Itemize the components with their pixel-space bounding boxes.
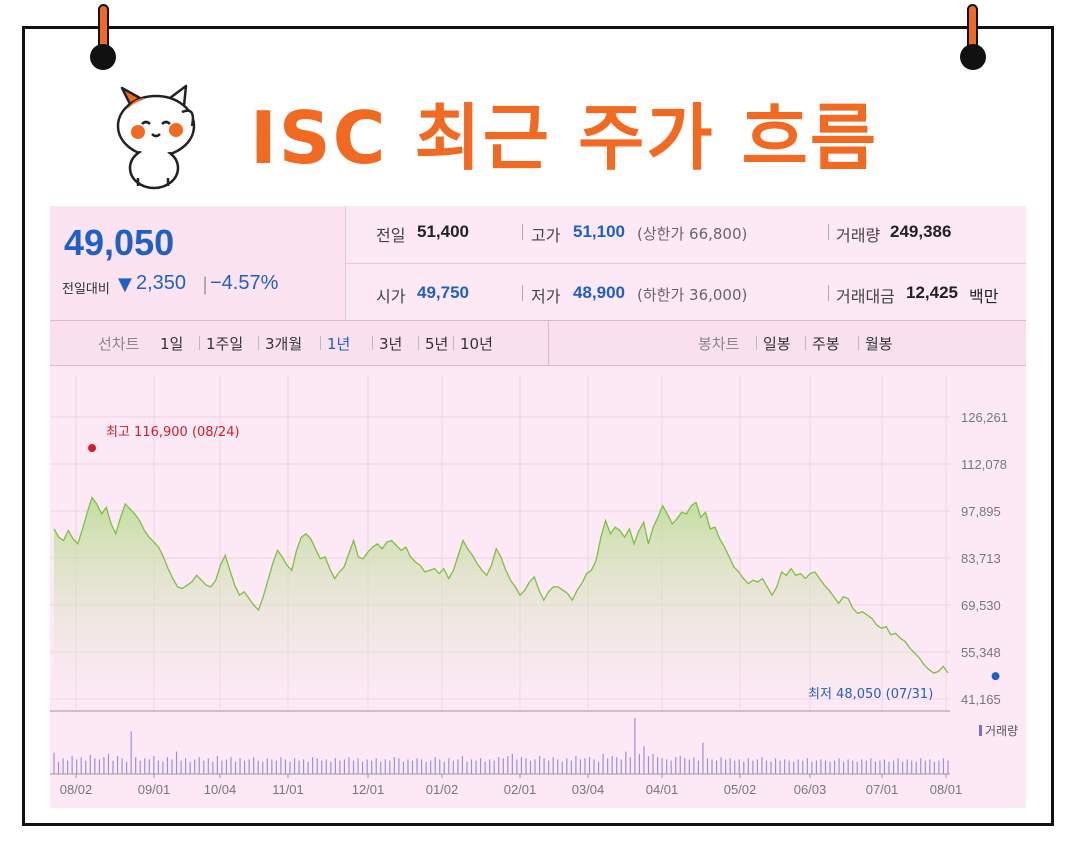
stat-separator	[828, 224, 829, 240]
x-tick-label: 01/02	[426, 782, 459, 797]
tab-4[interactable]: 3년	[379, 335, 403, 353]
change-label: 전일대비	[62, 282, 110, 297]
change-separator: |	[202, 274, 209, 295]
tab-5[interactable]: 5년	[425, 335, 449, 353]
amount-unit: 백만	[969, 287, 999, 306]
right-pin	[960, 44, 986, 70]
change-percent: −4.57%	[210, 272, 279, 294]
x-tick-label: 06/03	[794, 782, 827, 797]
x-tick-label: 07/01	[866, 782, 899, 797]
tab-6[interactable]: 10년	[460, 335, 493, 353]
x-tick-label: 08/01	[930, 782, 963, 797]
y-tick-label: 97,895	[961, 504, 1001, 519]
amount-value: 12,425	[906, 283, 958, 302]
x-tick-label: 02/01	[504, 782, 537, 797]
left-pin	[90, 44, 116, 70]
line-chart-label: 선차트	[98, 335, 140, 353]
high-point	[88, 444, 97, 453]
tabs-divider	[548, 321, 549, 365]
lower-limit-note: (하한가 36,000)	[637, 286, 748, 304]
y-tick-label: 112,078	[961, 457, 1007, 472]
cat-mascot-icon	[116, 84, 196, 190]
tab-separator	[372, 336, 373, 350]
tab-separator	[453, 336, 454, 350]
price-chart: 126,261 112,078 97,895 83,713 69,530 55,348 41…	[50, 376, 1018, 797]
tab-2[interactable]: 3개월	[265, 335, 303, 353]
y-tick-label: 41,165	[961, 692, 1001, 707]
high-label: 고가	[531, 226, 561, 245]
x-tick-label: 12/01	[352, 782, 385, 797]
tab-separator	[258, 336, 259, 350]
stock-panel: 49,050 전일대비 ▼ 2,350 | −4.57% 전일 51,400 고…	[50, 206, 1026, 808]
x-tick-label: 11/01	[272, 782, 304, 797]
prev-close-value: 51,400	[417, 222, 469, 241]
x-tick-label: 09/01	[138, 782, 171, 797]
stat-separator	[522, 224, 523, 240]
tab-separator	[805, 336, 806, 350]
y-tick-label: 69,530	[961, 598, 1001, 613]
tab-separator	[418, 336, 419, 350]
high-annotation: 최고 116,900 (08/24)	[106, 425, 240, 440]
page-title: ISC 최근 주가 흐름	[250, 96, 879, 180]
tab-0[interactable]: 1일	[160, 335, 184, 353]
tab-separator	[756, 336, 757, 350]
chart-tabs: 선차트 봉차트 1일 1주일 3개월 1년 3년 5년 10년 일봉 주봉 월봉	[50, 320, 1026, 366]
tab-1[interactable]: 1주일	[206, 335, 244, 353]
volume-value: 249,386	[890, 222, 952, 241]
stats-divider	[346, 263, 1026, 264]
low-point	[991, 672, 1000, 681]
candle-tab-0[interactable]: 일봉	[763, 335, 791, 353]
y-tick-label: 83,713	[961, 551, 1001, 566]
upper-limit-note: (상한가 66,800)	[637, 225, 748, 243]
stat-separator	[828, 285, 829, 301]
x-tick-label: 05/02	[724, 782, 757, 797]
candle-tab-1[interactable]: 주봉	[812, 335, 840, 353]
tab-3[interactable]: 1년	[327, 335, 351, 353]
candle-chart-label: 봉차트	[698, 335, 740, 353]
x-tick-label: 04/01	[646, 782, 679, 797]
current-price: 49,050	[64, 222, 175, 263]
open-value: 49,750	[417, 283, 469, 302]
low-label: 저가	[531, 287, 561, 306]
open-label: 시가	[376, 287, 406, 306]
price-line	[53, 495, 949, 674]
volume-legend-swatch	[979, 725, 982, 736]
stat-separator	[522, 285, 523, 301]
volume-label: 거래량	[836, 226, 881, 245]
candle-tab-2[interactable]: 월봉	[865, 335, 893, 353]
y-tick-label: 126,261	[961, 410, 1008, 425]
low-annotation: 최저 48,050 (07/31)	[808, 687, 933, 702]
down-arrow-icon: ▼	[118, 274, 132, 295]
prev-close-label: 전일	[376, 226, 406, 245]
tab-separator	[858, 336, 859, 350]
tab-separator	[320, 336, 321, 350]
x-tick-label: 03/04	[572, 782, 605, 797]
x-tick-label: 10/04	[204, 782, 237, 797]
tab-separator	[199, 336, 200, 350]
change-value: 2,350	[136, 272, 187, 294]
price-box: 49,050 전일대비 ▼ 2,350 | −4.57%	[50, 206, 346, 320]
price-area	[54, 497, 948, 711]
high-value: 51,100	[573, 222, 625, 241]
x-tick-label: 08/02	[60, 782, 93, 797]
low-value: 48,900	[573, 283, 625, 302]
y-tick-label: 55,348	[961, 645, 1001, 660]
volume-label: 거래량	[985, 724, 1018, 738]
amount-label: 거래대금	[836, 287, 895, 306]
